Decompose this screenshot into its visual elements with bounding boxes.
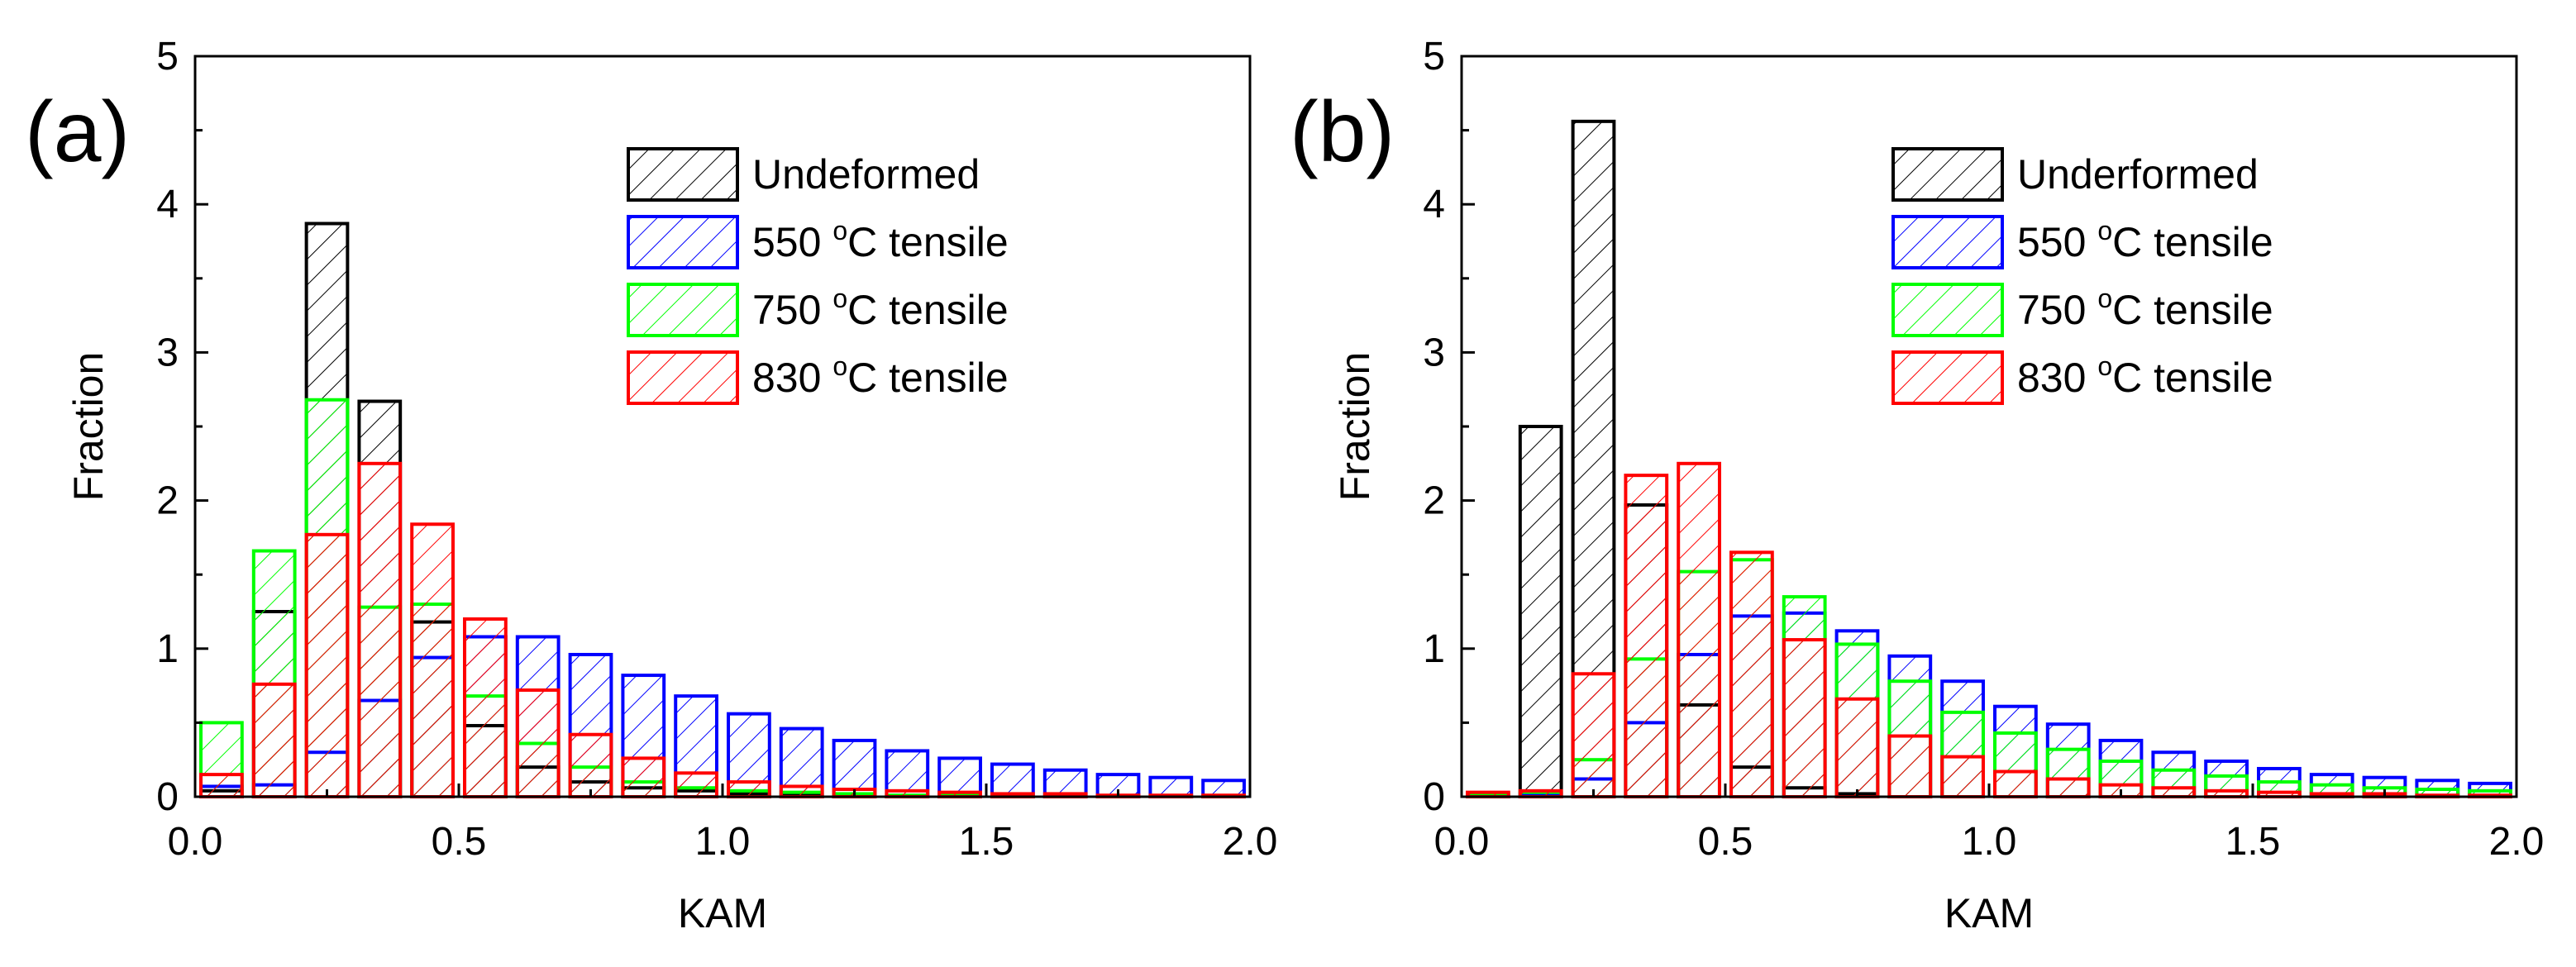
bar <box>1993 769 2038 799</box>
legend-swatch <box>1891 147 2004 202</box>
legend: Undeformed 550 oC tensile 750 oC tensile 83… <box>627 147 1009 405</box>
chart-panel-a: 0.0 0.5 1.0 1.5 2.0 0 1 2 3 4 5 KAM Fraction (a) Undef… <box>25 35 1277 936</box>
bars <box>199 222 1246 799</box>
bar <box>1834 697 1880 799</box>
x-axis-label: KAM <box>678 890 767 936</box>
legend-label: 830 oC tensile <box>752 351 1009 401</box>
x-tick-label: 0.5 <box>1698 820 1753 864</box>
legend-label: 550 oC tensile <box>752 216 1009 265</box>
bar <box>410 522 455 798</box>
legend-swatch <box>1891 215 2004 269</box>
bar <box>1677 461 1721 798</box>
bar <box>1571 672 1616 798</box>
x-axis-label: KAM <box>1944 890 2034 936</box>
bar <box>832 738 877 798</box>
bar <box>727 780 771 799</box>
x-tick-label: 1.0 <box>695 820 751 864</box>
panel-label: (a) <box>25 84 130 180</box>
legend-label: 550 oC tensile <box>2017 216 2273 265</box>
legend-label: Undeformed <box>752 151 980 198</box>
x-tick-label: 0.0 <box>168 820 223 864</box>
y-tick-label: 3 <box>1423 331 1445 374</box>
y-tick-label: 4 <box>1423 183 1445 226</box>
y-tick-label: 4 <box>156 183 179 226</box>
x-tick-label: 0.0 <box>1434 820 1490 864</box>
x-tick-label: 1.5 <box>959 820 1014 864</box>
x-tick-label: 0.5 <box>432 820 487 864</box>
x-tick-label: 2.0 <box>1223 820 1278 864</box>
bar <box>357 461 403 798</box>
y-tick-label: 0 <box>1423 775 1445 819</box>
legend-label: 750 oC tensile <box>752 283 1009 333</box>
bar <box>674 771 718 799</box>
bar <box>1518 425 1563 798</box>
y-tick-label: 5 <box>1423 35 1445 79</box>
bar <box>621 756 666 799</box>
legend-swatch <box>1891 350 2004 405</box>
bar <box>885 749 930 798</box>
bars <box>1466 119 2512 799</box>
legend-swatch <box>627 215 739 269</box>
legend-label: Underformed <box>2017 151 2259 198</box>
y-axis-label: Fraction <box>1332 352 1378 502</box>
y-tick-label: 2 <box>156 479 179 523</box>
legend-swatch <box>627 350 739 405</box>
bar <box>568 732 613 799</box>
x-tick-label: 1.5 <box>2225 820 2281 864</box>
legend: Underformed 550 oC tensile 750 oC tensile 8… <box>1891 147 2273 405</box>
legend-swatch <box>627 147 739 202</box>
x-tick-label: 2.0 <box>2489 820 2545 864</box>
bar <box>1940 755 1985 799</box>
bar <box>2045 777 2091 798</box>
y-tick-label: 0 <box>156 775 179 819</box>
bar <box>515 688 561 799</box>
bar <box>1729 550 1774 798</box>
y-tick-label: 2 <box>1423 479 1445 523</box>
bar <box>463 617 508 799</box>
chart-panel-b: 0.0 0.5 1.0 1.5 2.0 0 1 2 3 4 5 KAM Fraction (b) Under… <box>1290 35 2544 936</box>
bar <box>251 682 297 798</box>
legend-label: 830 oC tensile <box>2017 351 2273 401</box>
bar <box>1624 474 1669 798</box>
y-tick-label: 3 <box>156 331 179 374</box>
legend-swatch <box>627 283 739 337</box>
x-tick-label: 1.0 <box>1962 820 2017 864</box>
y-tick-label: 5 <box>156 35 179 79</box>
bar <box>2151 786 2197 798</box>
legend-swatch <box>1891 283 2004 337</box>
bar <box>1782 638 1827 798</box>
panel-label: (b) <box>1290 84 1395 180</box>
bar <box>1887 734 1933 799</box>
bar <box>779 784 824 798</box>
y-tick-label: 1 <box>156 627 179 671</box>
bar <box>990 762 1035 798</box>
legend-label: 750 oC tensile <box>2017 283 2273 333</box>
y-tick-label: 1 <box>1423 627 1445 671</box>
y-axis-label: Fraction <box>65 352 112 502</box>
bar <box>304 532 350 798</box>
bar <box>199 773 244 798</box>
